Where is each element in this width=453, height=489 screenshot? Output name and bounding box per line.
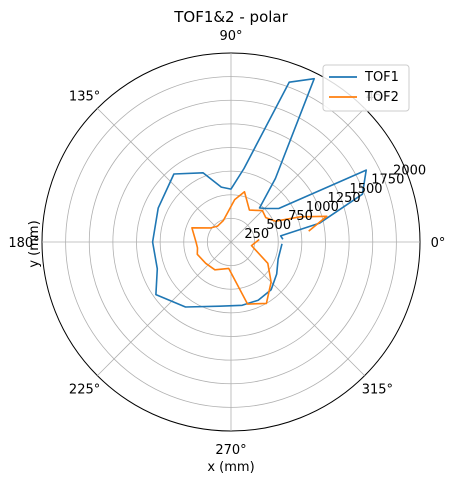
- angular-gridline: [230, 108, 365, 243]
- series-line-1: [151, 77, 368, 308]
- angle-tick-label: 0°: [431, 236, 446, 251]
- legend: TOF1 TOF2: [322, 64, 410, 112]
- radius-tick-label: 1250: [328, 191, 361, 206]
- radius-tick-label: 1500: [349, 182, 382, 197]
- legend-label-2: TOF2: [364, 90, 399, 105]
- angle-tick-label: 225°: [69, 382, 100, 397]
- angle-tick-label: 180°: [8, 236, 39, 251]
- tick-labels: 0°45°90°135°180°225°270°315°250500750100…: [8, 29, 445, 458]
- radius-tick-label: 500: [266, 218, 291, 233]
- radius-tick-label: 1000: [306, 200, 339, 215]
- angle-tick-label: 135°: [69, 90, 100, 105]
- angle-tick-label: 270°: [215, 443, 246, 458]
- radius-tick-label: 1750: [371, 173, 404, 188]
- series-line-2: [191, 191, 328, 305]
- angular-gridline: [97, 241, 232, 376]
- radius-tick-label: 2000: [393, 164, 426, 179]
- grid: [41, 52, 421, 432]
- angle-tick-label: 315°: [362, 382, 393, 397]
- angular-gridline: [230, 241, 365, 376]
- chart-title: TOF1&2 - polar: [173, 8, 288, 26]
- x-axis-label: x (mm): [207, 460, 254, 475]
- radius-tick-label: 750: [288, 209, 313, 224]
- angular-gridline: [97, 108, 232, 243]
- angle-tick-label: 90°: [219, 29, 242, 44]
- legend-label-1: TOF1: [364, 70, 399, 85]
- y-axis-label: y (mm): [27, 220, 42, 267]
- series-layer: [151, 77, 368, 308]
- radius-tick-label: 250: [244, 227, 269, 242]
